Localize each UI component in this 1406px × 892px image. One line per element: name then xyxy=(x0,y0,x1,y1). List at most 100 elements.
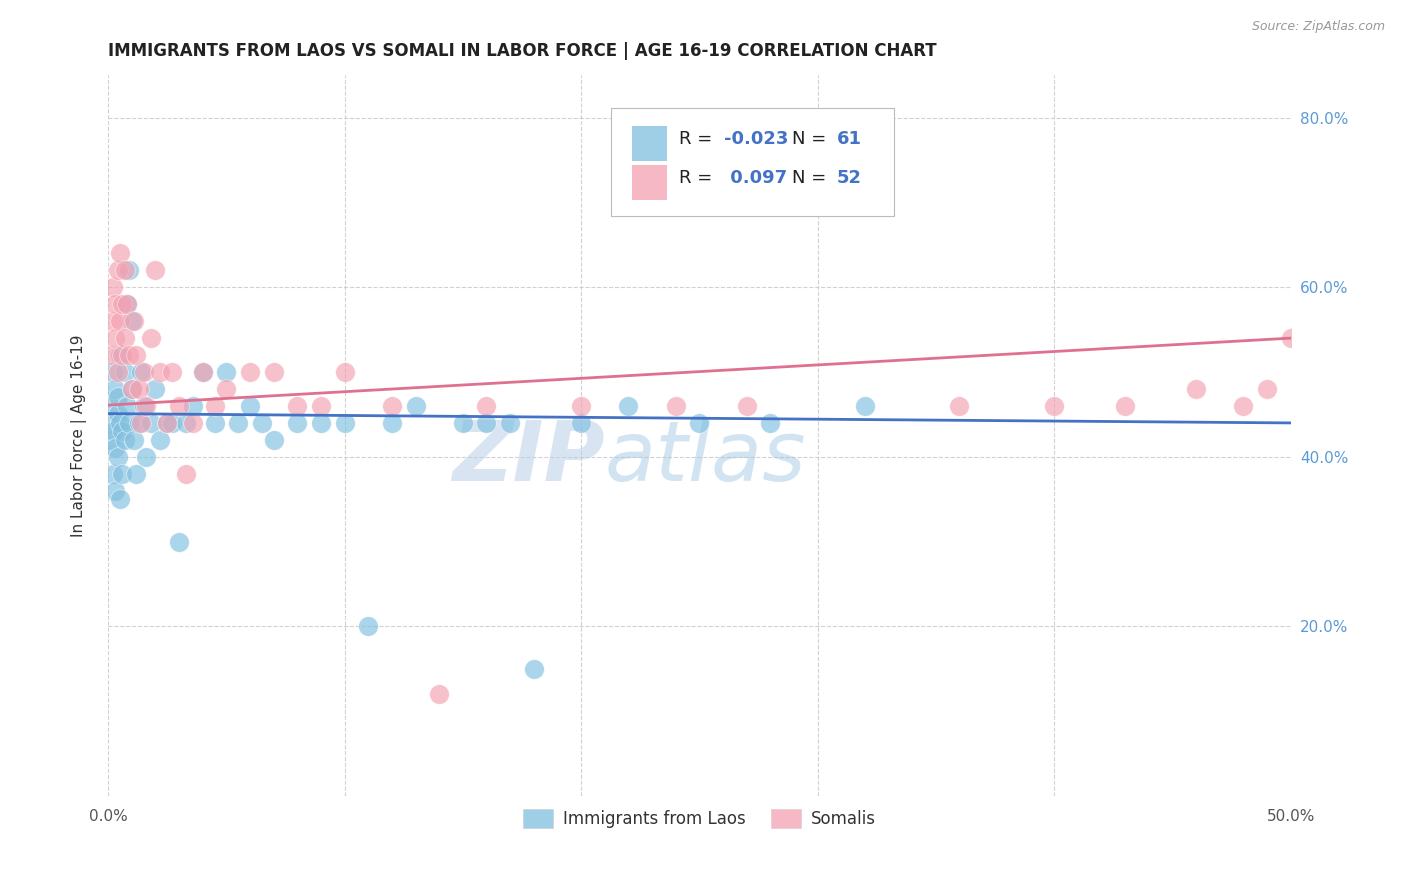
Point xyxy=(665,399,688,413)
Point xyxy=(215,365,238,379)
Point xyxy=(181,399,204,413)
Point xyxy=(115,297,138,311)
Point xyxy=(285,399,308,413)
Point xyxy=(759,416,782,430)
Point xyxy=(1279,331,1302,345)
Point xyxy=(475,399,498,413)
Point xyxy=(263,365,285,379)
Text: 61: 61 xyxy=(837,130,862,148)
Point xyxy=(853,399,876,413)
FancyBboxPatch shape xyxy=(610,108,894,216)
Point xyxy=(451,416,474,430)
Point xyxy=(156,416,179,430)
Point xyxy=(101,365,124,379)
Point xyxy=(427,687,450,701)
Point xyxy=(139,331,162,345)
Point xyxy=(1114,399,1136,413)
Point xyxy=(135,450,157,464)
Point xyxy=(97,416,120,430)
Point xyxy=(115,399,138,413)
Point xyxy=(128,382,150,396)
Point xyxy=(499,416,522,430)
Text: Source: ZipAtlas.com: Source: ZipAtlas.com xyxy=(1251,20,1385,33)
Point xyxy=(100,348,122,362)
Point xyxy=(523,662,546,676)
Point xyxy=(115,297,138,311)
Point xyxy=(948,399,970,413)
Point xyxy=(830,169,852,184)
Point xyxy=(167,399,190,413)
Point xyxy=(191,365,214,379)
Point xyxy=(122,314,145,328)
Point xyxy=(226,416,249,430)
Point xyxy=(688,416,710,430)
Bar xyxy=(631,165,668,200)
Point xyxy=(181,416,204,430)
Point xyxy=(132,365,155,379)
Point xyxy=(191,365,214,379)
Point xyxy=(108,416,131,430)
Point xyxy=(149,365,172,379)
Point xyxy=(100,399,122,413)
Point xyxy=(125,348,148,362)
Point xyxy=(160,365,183,379)
Point xyxy=(239,365,262,379)
Point xyxy=(309,399,332,413)
Point xyxy=(118,263,141,277)
Point xyxy=(204,416,226,430)
Point xyxy=(263,433,285,447)
Point xyxy=(111,467,134,481)
Point xyxy=(104,297,127,311)
Text: -0.023: -0.023 xyxy=(724,130,789,148)
Text: R =: R = xyxy=(679,130,718,148)
Text: 0.097: 0.097 xyxy=(724,169,787,187)
Text: atlas: atlas xyxy=(605,417,807,498)
Point xyxy=(381,416,404,430)
Text: ZIP: ZIP xyxy=(453,417,605,498)
Point xyxy=(107,391,129,405)
Point xyxy=(114,365,136,379)
Point xyxy=(333,416,356,430)
Point xyxy=(101,280,124,294)
Point xyxy=(104,382,127,396)
Point xyxy=(108,246,131,260)
Point xyxy=(149,433,172,447)
Point xyxy=(128,416,150,430)
Point xyxy=(104,331,127,345)
Text: N =: N = xyxy=(792,169,831,187)
Point xyxy=(145,263,167,277)
Point xyxy=(118,348,141,362)
Point xyxy=(114,331,136,345)
Point xyxy=(309,416,332,430)
Point xyxy=(239,399,262,413)
Point xyxy=(174,467,197,481)
Point xyxy=(107,450,129,464)
Point xyxy=(125,467,148,481)
Point xyxy=(405,399,427,413)
Point xyxy=(121,314,143,328)
Point xyxy=(135,399,157,413)
Point xyxy=(569,416,592,430)
Point xyxy=(122,433,145,447)
Point xyxy=(1043,399,1066,413)
Point xyxy=(108,492,131,507)
Point xyxy=(107,365,129,379)
Point xyxy=(101,425,124,439)
Point xyxy=(381,399,404,413)
Point xyxy=(114,263,136,277)
Point xyxy=(104,442,127,456)
Point xyxy=(156,416,179,430)
Point xyxy=(118,416,141,430)
Y-axis label: In Labor Force | Age 16-19: In Labor Force | Age 16-19 xyxy=(72,334,87,537)
Point xyxy=(285,416,308,430)
Point xyxy=(107,263,129,277)
Text: R =: R = xyxy=(679,169,718,187)
Point xyxy=(215,382,238,396)
Point xyxy=(114,433,136,447)
Text: 52: 52 xyxy=(837,169,862,187)
Point xyxy=(129,416,152,430)
Point xyxy=(132,399,155,413)
Point xyxy=(475,416,498,430)
Text: IMMIGRANTS FROM LAOS VS SOMALI IN LABOR FORCE | AGE 16-19 CORRELATION CHART: IMMIGRANTS FROM LAOS VS SOMALI IN LABOR … xyxy=(108,42,936,60)
Point xyxy=(111,348,134,362)
